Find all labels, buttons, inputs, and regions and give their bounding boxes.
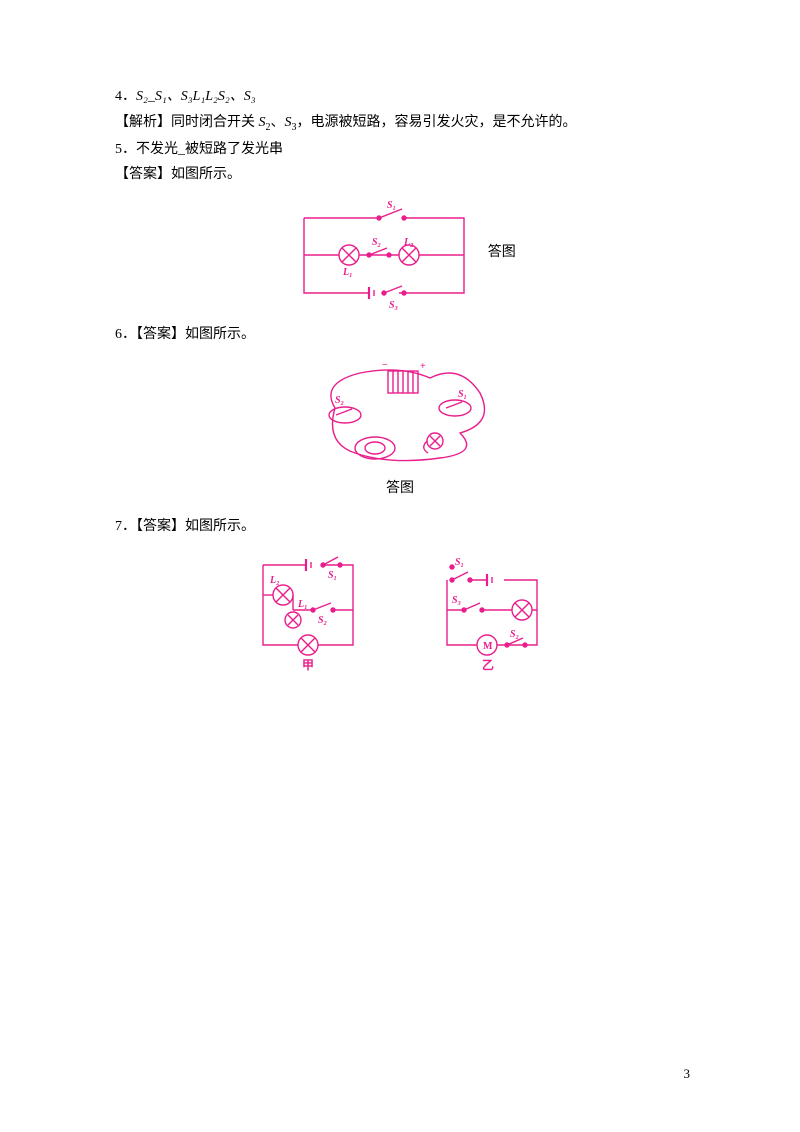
diagram-7a: S₁ S₂ L₁ L₂ 甲 [238,545,378,675]
q7-number: 7． [115,519,136,534]
svg-text:−: − [382,360,388,371]
q4-line1: 4．S₂_S₁、S₃L₁L₂S₂、S₃ [115,85,685,109]
diagram-5: S₁ S₂ S₃ L₁ L₂ [284,193,484,313]
d7a-s1: S₁ [328,570,337,581]
q4-analysis: 【解析】同时闭合开关 S2、S3，电源被短路，容易引发火灾，是不允许的。 [115,111,685,136]
diagram-5-wrap: S₁ S₂ S₃ L₁ L₂ 答图 [115,193,685,313]
svg-text:S₂: S₂ [335,395,344,406]
q6-line: 6．【答案】如图所示。 [115,323,685,347]
q6-number: 6． [115,327,136,342]
q5-answer: 【答案】如图所示。 [115,163,685,187]
d7b-s3: S₃ [452,595,461,606]
diagram-6: − + S₂ S₁ [300,353,500,473]
q4-analysis-a: 同时闭合开关 [171,115,259,130]
q5-text: 不发光_被短路了发光串 [136,142,283,157]
d7a-s2: S₂ [318,615,327,626]
svg-text:S₁: S₁ [458,389,467,400]
q4-number: 4． [115,89,136,104]
fig6-label: 答图 [115,477,685,501]
diagram-7b: S₁ S₂ S₃ M 乙 [422,545,562,675]
q6-answer-label: 【答案】 [136,327,185,342]
q7-answer-label: 【答案】 [136,519,185,534]
svg-text:M: M [483,641,493,652]
d7a-l2: L₂ [269,575,280,586]
q4-sep: 、 [271,115,285,130]
q5-answer-label: 【答案】 [115,167,171,182]
d5-s2: S₂ [372,237,381,248]
d7b-s2: S₂ [510,629,519,640]
q6-answer-text: 如图所示。 [185,327,255,342]
q4-s2: S [259,115,266,130]
d7a-l1: L₁ [297,599,308,610]
d5-s1: S₁ [387,200,396,211]
q5-line: 5．不发光_被短路了发光串 [115,138,685,162]
d7b-s1: S₁ [455,557,464,568]
fig5-label: 答图 [488,241,516,265]
diagram-6-wrap: − + S₂ S₁ 答图 [115,353,685,501]
q7-line: 7．【答案】如图所示。 [115,515,685,539]
page-number: 3 [684,1066,691,1082]
document-content: 4．S₂_S₁、S₃L₁L₂S₂、S₃ 【解析】同时闭合开关 S2、S3，电源被… [0,0,800,675]
d5-l2: L₂ [403,237,414,248]
q5-number: 5． [115,142,136,157]
diagram-7-wrap: S₁ S₂ L₁ L₂ 甲 [115,545,685,675]
q7-answer-text: 如图所示。 [185,519,255,534]
d5-s3: S₃ [389,300,398,311]
d7b-caption: 乙 [482,658,494,672]
svg-text:+: + [420,361,426,372]
q4-analysis-b: ，电源被短路，容易引发火灾，是不允许的。 [297,115,577,130]
q5-answer-text: 如图所示。 [171,167,241,182]
q4-s3: S [285,115,292,130]
d5-l1: L₁ [342,267,353,278]
d7a-caption: 甲 [302,658,314,672]
q4-analysis-label: 【解析】 [115,115,171,130]
q4-blanks: S₂_S₁、S₃L₁L₂S₂、S₃ [136,89,256,104]
